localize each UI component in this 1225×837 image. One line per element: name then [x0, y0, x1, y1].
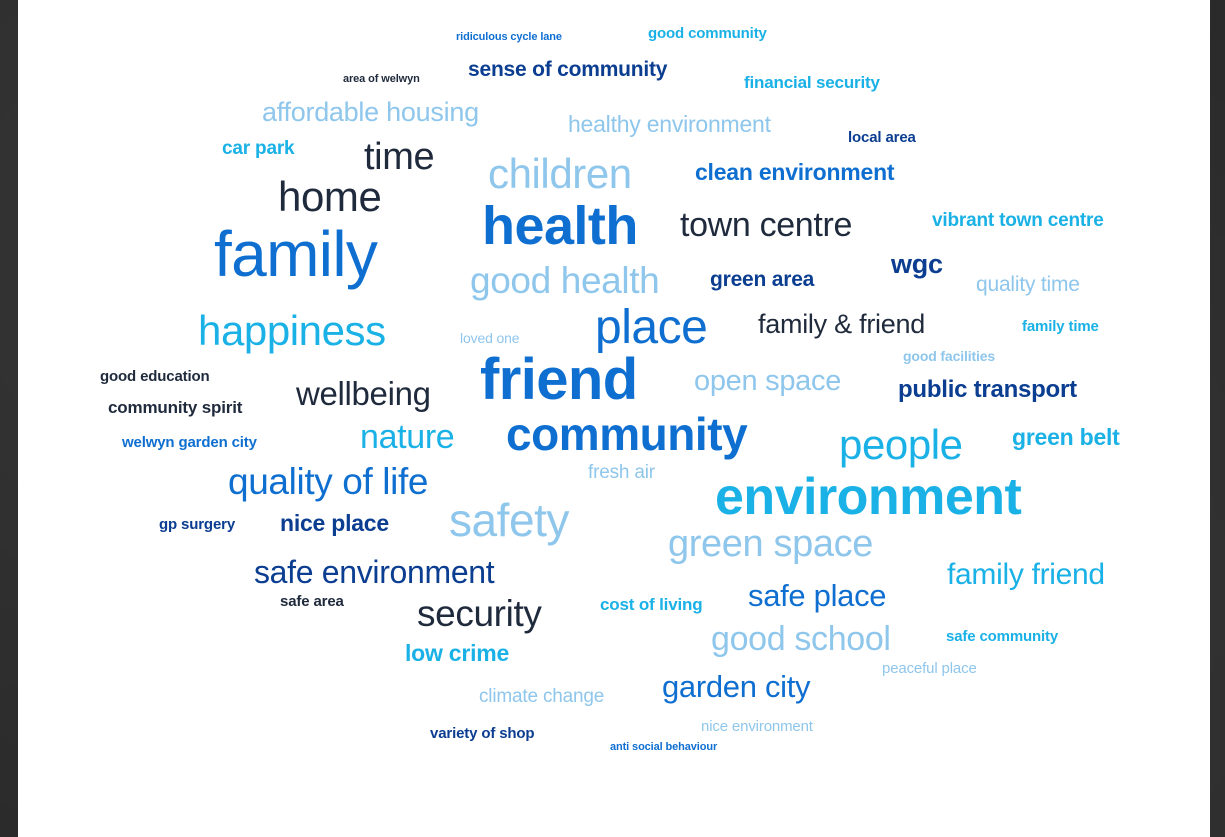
word-good-health: good health [470, 260, 660, 301]
word-loved-one: loved one [460, 330, 520, 346]
word-family: family [214, 218, 378, 290]
word-home: home [278, 173, 382, 220]
word-safe-environment: safe environment [254, 554, 495, 590]
word-cost-of-living: cost of living [600, 595, 703, 614]
word-nice-place: nice place [280, 510, 389, 536]
word-children: children [488, 150, 632, 197]
word-security: security [417, 593, 542, 634]
word-town-centre: town centre [680, 206, 853, 244]
word-good-school: good school [711, 620, 891, 658]
word-quality-time: quality time [976, 273, 1080, 296]
word-local-area: local area [848, 129, 916, 146]
word-area-of-welwyn: area of welwyn [343, 73, 420, 85]
word-healthy-environment: healthy environment [568, 111, 771, 137]
word-family-time: family time [1022, 318, 1099, 335]
word-ridiculous-cycle-lane: ridiculous cycle lane [456, 31, 562, 43]
word-place: place [595, 301, 708, 354]
word-good-facilities: good facilities [903, 348, 996, 364]
word-family-friend: family friend [947, 558, 1105, 591]
word-green-space: green space [668, 523, 873, 565]
word-anti-social-behaviour: anti social behaviour [610, 741, 718, 753]
word-fresh-air: fresh air [588, 462, 655, 483]
word-family-friend: family & friend [758, 309, 926, 339]
word-variety-of-shop: variety of shop [430, 725, 535, 742]
word-affordable-housing: affordable housing [262, 97, 479, 127]
word-wgc: wgc [891, 249, 943, 279]
word-green-area: green area [710, 268, 815, 291]
word-environment: environment [715, 468, 1022, 526]
word-peaceful-place: peaceful place [882, 660, 977, 677]
word-safe-area: safe area [280, 593, 344, 610]
word-public-transport: public transport [898, 376, 1077, 403]
word-time: time [364, 136, 435, 178]
word-gp-surgery: gp surgery [159, 516, 236, 533]
word-vibrant-town-centre: vibrant town centre [932, 210, 1104, 231]
word-garden-city: garden city [662, 669, 811, 704]
word-good-education: good education [100, 368, 210, 385]
word-quality-of-life: quality of life [228, 461, 429, 502]
word-clean-environment: clean environment [695, 159, 895, 185]
word-cloud-card: ridiculous cycle lane good community area … [18, 0, 1210, 837]
word-safe-community: safe community [946, 628, 1059, 645]
word-wellbeing: wellbeing [296, 375, 431, 412]
word-people: people [839, 421, 963, 468]
word-open-space: open space [694, 365, 842, 397]
word-nature: nature [360, 418, 455, 456]
word-welwyn-garden-city: welwyn garden city [122, 434, 257, 451]
word-safe-place: safe place [748, 578, 887, 613]
word-health: health [482, 196, 638, 256]
word-car-park: car park [222, 138, 295, 159]
word-low-crime: low crime [405, 640, 510, 666]
word-nice-environment: nice environment [701, 718, 813, 735]
word-sense-of-community: sense of community [468, 58, 668, 81]
word-friend: friend [480, 347, 638, 412]
word-climate-change: climate change [479, 686, 605, 707]
word-financial-security: financial security [744, 73, 880, 92]
word-safety: safety [449, 494, 569, 546]
word-community: community [506, 408, 748, 460]
word-good-community: good community [648, 25, 767, 42]
word-community-spirit: community spirit [108, 398, 243, 417]
word-green-belt: green belt [1012, 424, 1120, 450]
word-happiness: happiness [198, 307, 386, 354]
